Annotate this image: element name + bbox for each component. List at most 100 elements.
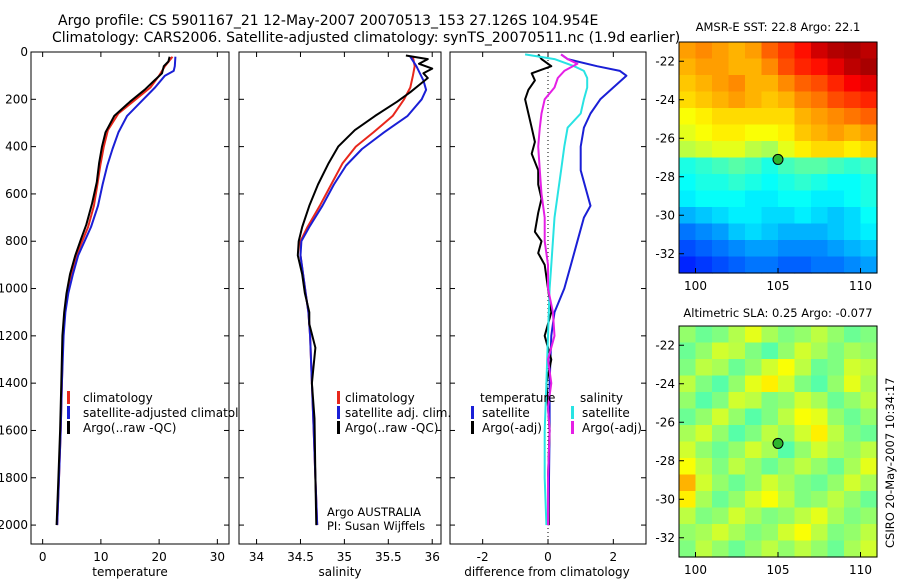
map-cell [679, 157, 697, 175]
map-cell [778, 524, 796, 542]
map-cell [712, 124, 730, 142]
map-cell [745, 491, 763, 509]
map-cell [778, 326, 796, 344]
map-cell [794, 58, 812, 76]
sst-map-cells [679, 42, 878, 274]
map-cell [695, 256, 713, 274]
sst-map-panel: AMSR-E SST: 22.8 Argo: 22.1 100 105 110 -22… [655, 20, 878, 293]
map-cell [827, 141, 845, 159]
map-cell [679, 190, 697, 208]
map-cell [844, 42, 862, 60]
map-cell [860, 174, 878, 192]
legend-swatch-argo [67, 421, 70, 434]
map-cell [745, 124, 763, 142]
map-cell [745, 190, 763, 208]
map-cell [811, 207, 829, 225]
map-cell [695, 223, 713, 241]
map-cell [679, 75, 697, 93]
legend-label-satellite: satellite adj. clim. [345, 406, 451, 420]
map-cell [827, 342, 845, 360]
map-cell [695, 124, 713, 142]
legend-label-climatology: climatology [83, 391, 153, 405]
map-cell [844, 342, 862, 360]
map-cell [827, 408, 845, 426]
map-cell [745, 91, 763, 109]
map-cell [860, 91, 878, 109]
map-cell [860, 359, 878, 377]
salinity-xlabel: salinity [318, 565, 361, 579]
map-cell [860, 75, 878, 93]
y-tick-label: 600 [5, 187, 28, 201]
series-line-salinity-satellite [524, 53, 589, 526]
map-cell [745, 524, 763, 542]
map-cell [761, 42, 779, 60]
map-cell [794, 507, 812, 525]
map-cell [827, 507, 845, 525]
map-cell [794, 524, 812, 542]
legend-swatch-argo [337, 421, 340, 434]
map-cell [778, 474, 796, 492]
map-cell [712, 58, 730, 76]
map-cell [811, 240, 829, 258]
map-cell [860, 42, 878, 60]
map-cell [745, 174, 763, 192]
map-cell [860, 207, 878, 225]
map-cell [860, 223, 878, 241]
map-cell [794, 491, 812, 509]
figure-title-line2: Climatology: CARS2006. Satellite-adjuste… [52, 30, 680, 46]
map-cell [778, 58, 796, 76]
map-cell [745, 425, 763, 443]
map-cell [844, 207, 862, 225]
map-cell [794, 474, 812, 492]
y-tick-label: -28 [655, 454, 675, 468]
sla-map-cells [679, 326, 878, 558]
y-tick-label: 400 [5, 140, 28, 154]
legend-label-salinity-satellite: satellite [582, 406, 630, 420]
map-cell [844, 524, 862, 542]
y-tick-label: 0 [20, 45, 28, 59]
map-cell [860, 190, 878, 208]
legend-label-argo: Argo(..raw -QC) [345, 421, 438, 435]
map-cell [712, 190, 730, 208]
map-cell [794, 342, 812, 360]
y-tick-label: 1200 [0, 329, 28, 343]
difference-panel: -2 0 2 difference from climatology tempera… [449, 51, 647, 579]
map-cell [745, 474, 763, 492]
map-cell [811, 342, 829, 360]
map-cell [860, 458, 878, 476]
map-cell [728, 256, 746, 274]
map-cell [745, 42, 763, 60]
map-cell [679, 108, 697, 126]
map-cell [778, 491, 796, 509]
legend-swatch-satellite [337, 406, 340, 419]
map-cell [728, 474, 746, 492]
map-cell [745, 157, 763, 175]
map-cell [778, 375, 796, 393]
map-cell [695, 326, 713, 344]
map-cell [794, 91, 812, 109]
map-cell [695, 474, 713, 492]
x-tick-label: 105 [767, 279, 790, 293]
legend-swatch-climatology [337, 391, 340, 404]
map-cell [778, 124, 796, 142]
map-cell [860, 474, 878, 492]
map-cell [712, 375, 730, 393]
difference-xlabel: difference from climatology [464, 565, 630, 579]
map-cell [695, 42, 713, 60]
map-cell [860, 342, 878, 360]
temperature-lines [55, 56, 177, 526]
legend-label-temperature-argo: Argo(-adj) [482, 421, 542, 435]
map-cell [745, 58, 763, 76]
map-cell [844, 408, 862, 426]
map-cell [794, 174, 812, 192]
map-cell [679, 42, 697, 60]
map-cell [745, 507, 763, 525]
float-info-line2: PI: Susan Wijffels [327, 519, 425, 533]
x-tick-label: 100 [684, 563, 707, 577]
legend-label-satellite: satellite-adjusted climatology [83, 406, 261, 420]
map-cell [860, 124, 878, 142]
map-cell [695, 540, 713, 558]
map-cell [827, 223, 845, 241]
map-cell [679, 174, 697, 192]
